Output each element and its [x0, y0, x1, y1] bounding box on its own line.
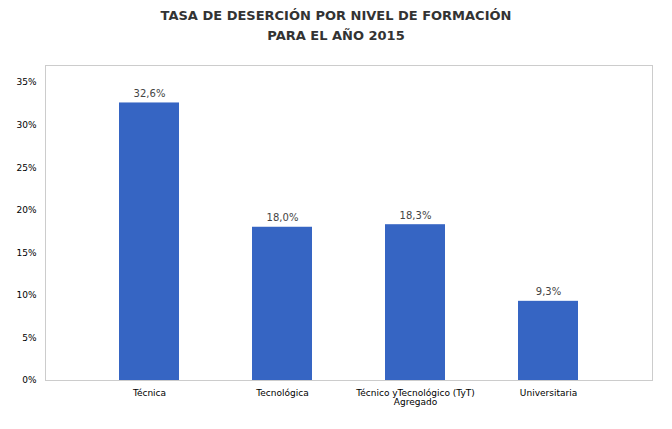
- svg-text:0%: 0%: [22, 375, 37, 385]
- svg-text:18,0%: 18,0%: [267, 212, 299, 223]
- svg-text:18,3%: 18,3%: [400, 210, 432, 221]
- svg-text:35%: 35%: [16, 77, 36, 87]
- svg-text:20%: 20%: [16, 205, 36, 215]
- svg-text:10%: 10%: [16, 290, 36, 300]
- svg-text:15%: 15%: [16, 248, 36, 258]
- svg-text:Técnica: Técnica: [132, 388, 166, 398]
- svg-text:25%: 25%: [16, 163, 36, 173]
- html-text:TASA DE DESERCIÓN POR NIVEL DE: TASA DE DESERCIÓN POR NIVEL DE FORMACIÓN…: [160, 8, 512, 43]
- svg-text:32,6%: 32,6%: [134, 88, 166, 99]
- svg-text:Tecnológica: Tecnológica: [255, 388, 308, 398]
- svg-text:5%: 5%: [22, 333, 37, 343]
- svg-text:30%: 30%: [16, 120, 36, 130]
- svg-text:Técnico yTecnológico (TyT)Agre: Técnico yTecnológico (TyT)Agregado: [355, 388, 474, 407]
- svg-text:Universitaria: Universitaria: [520, 388, 577, 398]
- svg-text:9,3%: 9,3%: [536, 286, 561, 297]
